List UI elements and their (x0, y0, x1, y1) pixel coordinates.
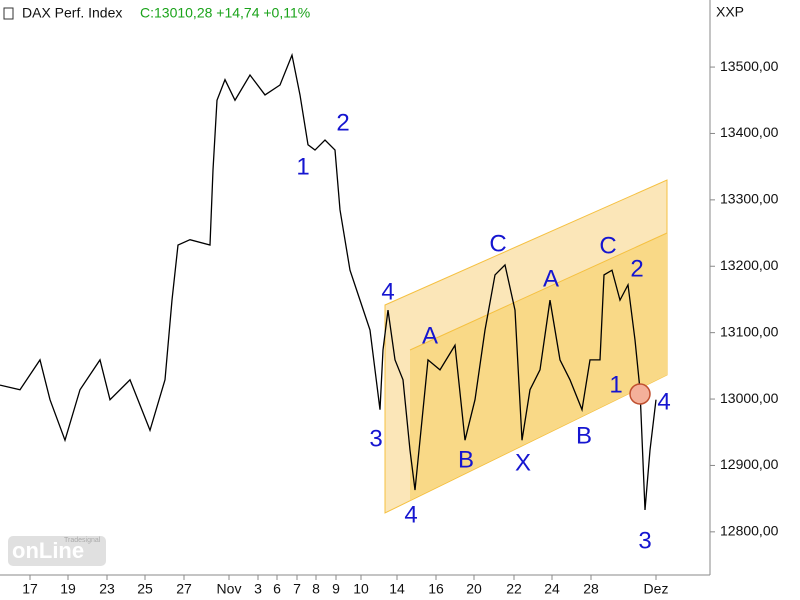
x-tick-label: Nov (217, 581, 242, 597)
wave-label: 3 (369, 425, 382, 452)
wave-label: C (489, 230, 506, 257)
x-tick-label: 17 (22, 581, 38, 597)
wave-label: 4 (404, 501, 417, 528)
wave-label: 4 (381, 278, 394, 305)
y-tick-label: 12900,00 (720, 456, 779, 472)
x-tick-label: 23 (99, 581, 115, 597)
x-tick-label: 27 (176, 581, 192, 597)
y-tick-label: 13500,00 (720, 58, 779, 74)
y-tick-label: 13300,00 (720, 191, 779, 207)
x-tick-label: 8 (312, 581, 320, 597)
icon (3, 7, 14, 20)
x-tick-label: 14 (389, 581, 405, 597)
x-tick-label: 20 (466, 581, 482, 597)
chart-title: DAX Perf. Index (22, 5, 122, 21)
wave-label: C (599, 232, 616, 259)
x-tick-label: 24 (544, 581, 560, 597)
x-tick-label: 19 (60, 581, 76, 597)
x-tick-label: 28 (583, 581, 599, 597)
wave-label: X (515, 449, 531, 476)
wave-label: A (422, 322, 438, 349)
price-line (0, 52, 657, 510)
wave-label: 2 (336, 109, 349, 136)
y-tick-label: 12800,00 (720, 523, 779, 539)
wave-label: B (576, 422, 592, 449)
wave-label: A (543, 265, 559, 292)
logo-small: Tradesignal (64, 537, 101, 544)
marker-circle (629, 383, 651, 405)
x-tick-label: 10 (353, 581, 369, 597)
x-tick-label: Dez (644, 581, 669, 597)
wave-label: B (458, 446, 474, 473)
wave-label: 4 (657, 388, 670, 415)
wave-label: 3 (638, 527, 651, 554)
x-tick-label: 9 (332, 581, 340, 597)
logo-box (8, 536, 106, 566)
y-tick-label: 13100,00 (720, 323, 779, 339)
subtitle: C:13010,28 +14,74 +0,11% (140, 5, 310, 21)
x-tick-label: 16 (428, 581, 444, 597)
y-tick-label: 13400,00 (720, 124, 779, 140)
y-tick-label: 13200,00 (720, 257, 779, 273)
x-tick-label: 25 (137, 581, 153, 597)
channel-line (409, 232, 668, 351)
wave-label: 1 (296, 153, 309, 180)
axis-name: XXP (716, 4, 744, 20)
y-tick-label: 13000,00 (720, 390, 779, 406)
x-tick-label: 22 (506, 581, 522, 597)
logo: onLine (12, 538, 84, 563)
x-tick-label: 3 (254, 581, 262, 597)
x-tick-label: 7 (293, 581, 301, 597)
wave-label: 2 (630, 255, 643, 282)
x-tick-label: 6 (273, 581, 281, 597)
wave-label: 1 (609, 371, 622, 398)
